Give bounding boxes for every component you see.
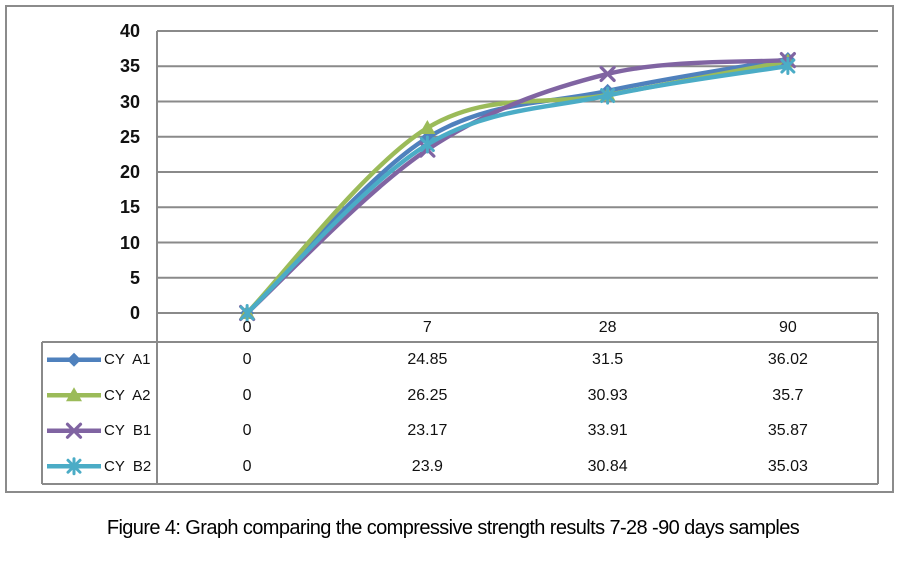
table-value-cell: 24.85 bbox=[407, 351, 448, 368]
table-value-cell: 33.91 bbox=[587, 422, 628, 439]
y-axis-tick-label: 15 bbox=[119, 197, 140, 218]
table-value-cell: 36.02 bbox=[767, 351, 808, 368]
table-value-cell: 0 bbox=[242, 457, 252, 475]
figure-caption: Figure 4: Graph comparing the compressiv… bbox=[106, 517, 800, 539]
table-value-cell: 30.84 bbox=[587, 457, 628, 475]
series-line-cy-b2 bbox=[244, 63, 791, 316]
table-value-cell: 0 bbox=[242, 386, 252, 404]
chart-frame bbox=[5, 5, 894, 493]
table-value-cell: 26.25 bbox=[407, 386, 448, 404]
legend-label: CY B2 bbox=[104, 457, 152, 475]
series-line-cy-b1 bbox=[244, 57, 791, 316]
series-marker-cy-b2 bbox=[600, 86, 616, 105]
y-axis-tick-label: 40 bbox=[119, 21, 140, 41]
legend-label: CY A2 bbox=[104, 386, 151, 404]
table-value-cell: 31.5 bbox=[592, 351, 624, 368]
table-value-cell: 35.7 bbox=[772, 386, 804, 404]
legend-marker-cy-a1 bbox=[67, 352, 81, 367]
legend-marker-cy-b2 bbox=[66, 457, 82, 476]
y-axis-tick-label: 20 bbox=[119, 162, 140, 182]
y-axis-tick-label: 5 bbox=[129, 267, 140, 288]
y-axis-tick-label: 35 bbox=[119, 56, 140, 77]
series-marker-cy-b2 bbox=[780, 57, 796, 76]
y-axis-tick-label: 25 bbox=[119, 126, 140, 147]
table-value-cell: 0 bbox=[242, 422, 252, 439]
x-axis-category-label: 7 bbox=[422, 319, 432, 336]
x-axis-category-label: 28 bbox=[598, 319, 617, 336]
table-value-cell: 0 bbox=[242, 351, 252, 368]
series-marker-cy-a2 bbox=[419, 119, 436, 134]
series-marker-cy-b2 bbox=[419, 135, 435, 154]
table-value-cell: 23.9 bbox=[411, 457, 443, 475]
table-value-cell: 23.17 bbox=[407, 422, 448, 439]
y-axis-tick-label: 0 bbox=[129, 303, 140, 323]
legend-marker-cy-a2 bbox=[66, 387, 82, 402]
legend-marker-cy-b1 bbox=[65, 422, 83, 439]
table-value-cell: 35.03 bbox=[767, 457, 808, 475]
y-axis-tick-label: 10 bbox=[119, 232, 140, 253]
x-axis-category-label: 90 bbox=[778, 319, 797, 336]
series-marker-cy-b2 bbox=[239, 304, 255, 322]
legend-label: CY A1 bbox=[104, 351, 151, 368]
series-marker-cy-b1 bbox=[599, 65, 616, 83]
x-axis-category-label: 0 bbox=[242, 319, 252, 336]
y-axis-tick-label: 30 bbox=[119, 91, 140, 112]
table-value-cell: 30.93 bbox=[587, 386, 628, 404]
table-value-cell: 35.87 bbox=[767, 422, 808, 439]
legend-label: CY B1 bbox=[104, 422, 152, 439]
